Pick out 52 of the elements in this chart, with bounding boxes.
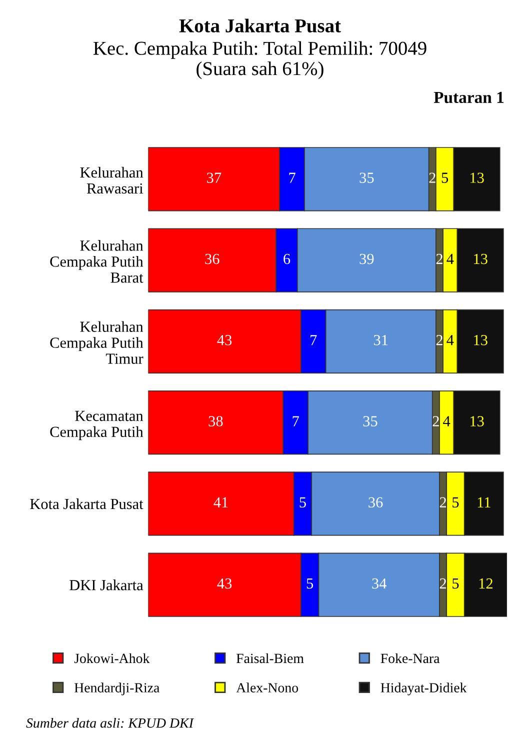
data-label: 13	[470, 416, 484, 426]
data-label: 6	[284, 254, 290, 264]
data-label: 35	[360, 172, 374, 183]
data-label: 4	[446, 254, 454, 264]
data-label: 5	[442, 172, 448, 183]
data-label: 12	[479, 578, 492, 589]
data-label: 43	[217, 578, 232, 589]
data-label: 43	[217, 334, 232, 346]
data-label: 35	[363, 416, 378, 426]
data-label: 36	[205, 254, 220, 264]
legend-label: Alex-Nono	[236, 682, 298, 692]
data-label: 41	[214, 497, 228, 508]
legend-label: Foke-Nara	[380, 653, 440, 664]
data-label: 5	[306, 578, 314, 589]
data-label: 5	[300, 497, 306, 508]
data-label: 2	[436, 334, 442, 346]
y-tick-label: Kota Jakarta Pusat	[30, 498, 144, 510]
legend-label: Faisal-Biem	[236, 653, 304, 664]
chart-subtitle: Kec. Cempaka Putih: Total Pemilih: 70049 (Suara sah 61%)	[93, 41, 426, 80]
data-label: 7	[289, 172, 296, 183]
data-label: 2	[440, 578, 446, 589]
legend-label: Hendardji-Riza	[74, 682, 160, 696]
data-label: 37	[207, 172, 222, 183]
data-label: 11	[478, 497, 490, 508]
data-label: 2	[436, 254, 442, 264]
data-label: 13	[474, 254, 488, 264]
y-tick-label: Kecamatan Cempaka Putih	[50, 410, 144, 440]
text: Sumber data asli: KPUD DKI	[26, 718, 194, 728]
legend-label: Jokowi-Ahok	[74, 653, 150, 664]
data-label: 7	[292, 416, 300, 426]
data-label: 2	[432, 416, 439, 426]
data-label: 2	[429, 172, 436, 183]
data-label: 31	[374, 334, 388, 346]
y-tick-label: DKI Jakarta	[70, 580, 144, 590]
data-label: 13	[470, 172, 484, 183]
data-label: 4	[446, 335, 454, 346]
chart-title: Kota Jakarta Pusat	[179, 18, 341, 32]
data-label: 34	[372, 578, 387, 589]
data-label: 4	[443, 416, 450, 426]
data-label: 5	[452, 497, 459, 508]
data-label: 7	[310, 335, 317, 346]
data-label: 13	[474, 334, 488, 346]
legend-label: Hidayat-Didiek	[380, 682, 467, 696]
y-tick-label: Kelurahan Cempaka Putih Timur	[50, 321, 144, 364]
y-tick-label: Kelurahan Cempaka Putih Barat	[50, 240, 144, 283]
data-label: 38	[208, 416, 223, 426]
data-label: 5	[452, 578, 459, 589]
data-label: 36	[368, 497, 383, 508]
text: Putaran 1	[434, 92, 504, 104]
y-tick-label: Kelurahan Rawasari	[80, 166, 144, 194]
data-label: 39	[360, 254, 374, 264]
data-label: 2	[440, 497, 446, 508]
